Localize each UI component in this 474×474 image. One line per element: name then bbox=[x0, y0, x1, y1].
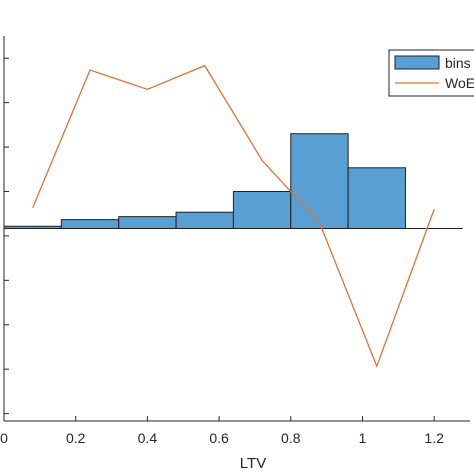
axes bbox=[3, 36, 470, 422]
x-tick-label: 0.8 bbox=[281, 430, 301, 446]
bin-bar bbox=[60, 219, 120, 230]
bin-bar bbox=[232, 190, 292, 230]
woe-series bbox=[32, 64, 435, 369]
bin-bar bbox=[118, 216, 177, 229]
x-axis-label: LTV bbox=[240, 455, 266, 472]
legend-bins-label: bins bbox=[445, 55, 471, 71]
x-tick-label: 1.2 bbox=[424, 430, 444, 446]
bin-bar bbox=[290, 133, 349, 230]
legend-woe-label: WoE bbox=[445, 75, 474, 91]
legend: bins WoE bbox=[388, 49, 474, 97]
histogram-bars bbox=[3, 133, 463, 230]
x-tick-labels: 0 0.2 0.4 0.6 0.8 1 1.2 bbox=[0, 430, 444, 446]
bin-bar bbox=[3, 225, 62, 229]
bin-bar bbox=[347, 167, 406, 230]
x-tick-label: 1 bbox=[359, 430, 367, 446]
legend-bins-swatch bbox=[394, 55, 440, 70]
x-tick-label: 0 bbox=[0, 430, 8, 446]
woe-line bbox=[32, 64, 435, 369]
x-tick-label: 0.2 bbox=[66, 430, 86, 446]
x-tick-label: 0.6 bbox=[209, 430, 229, 446]
x-tick-label: 0.4 bbox=[138, 430, 158, 446]
bin-bar bbox=[175, 211, 234, 229]
